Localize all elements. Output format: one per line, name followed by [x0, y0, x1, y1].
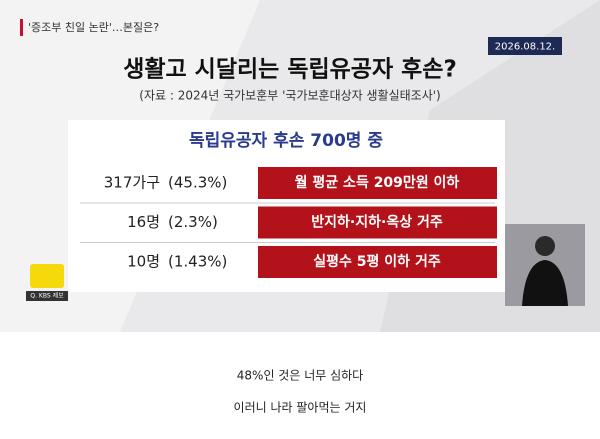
desc-box — [258, 167, 497, 199]
count: 10명 — [127, 253, 160, 271]
tag: '증조부 친일 논란'…본질은? — [28, 20, 159, 34]
percent: (2.3%) — [168, 213, 218, 231]
logo-icon — [30, 264, 64, 288]
table-rows: 317가구 (45.3%) 월 평균 소득 209만원 이하 16명 (2.3%) 반지하… — [80, 167, 497, 278]
table-title: 독립유공자 후손 700명 중 — [189, 130, 383, 151]
date-box — [488, 37, 562, 55]
date: 2026.08.12. — [495, 42, 555, 53]
signer-body — [522, 260, 568, 306]
signer-head — [535, 236, 555, 256]
desc: 월 평균 소득 209만원 이하 — [295, 174, 460, 191]
percent: (1.43%) — [168, 253, 227, 271]
logo-bar — [26, 291, 68, 301]
count: 16명 — [127, 213, 160, 231]
desc: 반지하·지하·옥상 거주 — [311, 214, 443, 231]
desc-box — [258, 246, 497, 278]
source: (자료 : 2024년 국가보훈부 '국가보훈대상자 생활실태조사') — [139, 89, 440, 103]
caption: 이러니 나라 팔아먹는 거지 — [234, 401, 367, 415]
title: 생활고 시달리는 독립유공자 후손? — [123, 57, 457, 83]
percent: (45.3%) — [168, 174, 227, 192]
desc: 실평수 5평 이하 거주 — [313, 253, 441, 270]
tag-bar — [20, 19, 23, 36]
logo-label: Q. KBS 제보 — [30, 292, 64, 300]
count: 317가구 — [104, 174, 160, 192]
desc-box — [258, 206, 497, 239]
caption: 48%인 것은 너무 심하다 — [237, 369, 363, 383]
